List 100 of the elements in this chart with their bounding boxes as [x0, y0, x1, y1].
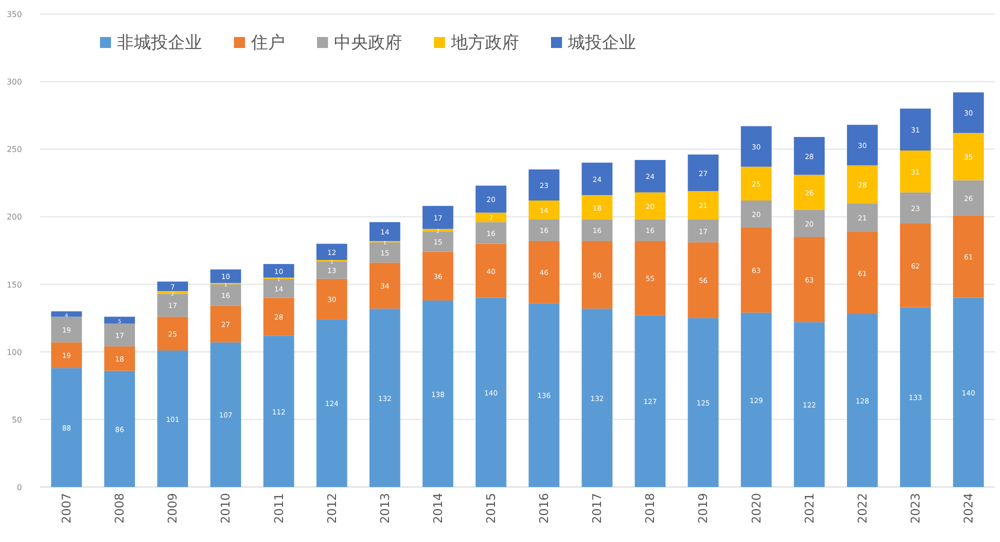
bar [369, 222, 400, 242]
bar [846, 203, 878, 232]
bar [900, 192, 931, 224]
bar [157, 316, 188, 351]
bar [846, 314, 878, 487]
bar [740, 200, 772, 228]
bar [210, 284, 242, 306]
bar [316, 261, 348, 279]
bar [422, 252, 454, 300]
x-tick-label: 2009 [166, 493, 180, 524]
bar [104, 316, 135, 324]
bar [582, 219, 612, 242]
x-tick-label: 2023 [908, 493, 922, 524]
bar [794, 210, 825, 237]
bar [369, 242, 400, 263]
bar [528, 241, 560, 304]
bar [634, 241, 666, 316]
bar [422, 300, 454, 487]
bar [210, 342, 242, 487]
bar [528, 219, 560, 242]
x-tick-label: 2019 [696, 493, 710, 524]
bar [369, 262, 400, 309]
bar [104, 346, 135, 371]
y-tick-label: 250 [6, 145, 22, 154]
x-tick-label: 2017 [590, 493, 604, 524]
x-tick-label: 2016 [537, 493, 552, 524]
bar [157, 294, 188, 317]
legend-label: 中央政府 [334, 33, 402, 53]
bar [740, 228, 772, 313]
x-tick-label: 2022 [855, 493, 870, 524]
bar [476, 298, 506, 487]
legend-label: 城投企业 [567, 33, 636, 53]
x-tick-label: 2007 [60, 493, 74, 524]
bar [51, 316, 82, 342]
bar [688, 242, 719, 318]
y-tick-label: 200 [6, 212, 22, 222]
legend-label: 地方政府 [450, 33, 519, 53]
bar [953, 92, 984, 133]
bar [794, 322, 825, 487]
bar [369, 308, 400, 487]
bar [740, 166, 772, 200]
bar [846, 124, 878, 166]
y-tick-label: 100 [6, 348, 22, 357]
legend-label: 非城投企业 [117, 33, 202, 53]
bar [263, 278, 294, 298]
bar [263, 298, 294, 336]
y-tick-label: 300 [6, 78, 22, 87]
bar [51, 368, 82, 487]
bar [953, 215, 984, 298]
x-tick-label: 2015 [484, 493, 498, 524]
bar [157, 282, 188, 292]
x-tick-label: 2011 [272, 493, 286, 524]
bar [104, 370, 135, 487]
y-tick-label: 50 [12, 415, 22, 424]
bar [740, 312, 772, 487]
bar [953, 180, 984, 216]
bar [846, 232, 878, 314]
bar [528, 303, 560, 487]
bar [953, 132, 984, 180]
bar [794, 174, 825, 210]
x-tick-label: 2020 [749, 493, 764, 524]
bar [740, 126, 772, 167]
bar [688, 219, 719, 242]
bar [794, 236, 825, 322]
bar [900, 223, 931, 308]
bar [476, 244, 506, 298]
bar [104, 323, 135, 346]
x-tick-label: 2008 [112, 493, 127, 524]
bar [582, 195, 612, 220]
bar [263, 336, 294, 487]
bar [210, 269, 242, 283]
bar [582, 241, 612, 309]
bar [634, 160, 666, 192]
y-tick-label: 350 [6, 10, 22, 19]
bar [316, 244, 348, 260]
bar [316, 278, 348, 320]
bar [688, 191, 719, 220]
bar [953, 298, 984, 487]
bar [476, 186, 506, 213]
bar [582, 162, 612, 196]
bar [422, 206, 454, 229]
bar [900, 307, 931, 487]
x-tick-label: 2024 [961, 493, 976, 524]
bar [528, 169, 560, 200]
x-tick-label: 2014 [430, 493, 445, 524]
bar [634, 315, 666, 487]
bar [263, 264, 294, 278]
bar [157, 350, 188, 487]
bar [476, 222, 506, 244]
y-tick-label: 150 [6, 280, 22, 290]
bar [210, 306, 242, 342]
bar [422, 232, 454, 252]
bar [900, 108, 931, 150]
x-tick-label: 2018 [643, 493, 658, 524]
bar [900, 150, 931, 192]
bar [846, 165, 878, 204]
bar [634, 219, 666, 242]
bar [528, 200, 560, 220]
bar [688, 318, 719, 487]
bar [51, 342, 82, 368]
